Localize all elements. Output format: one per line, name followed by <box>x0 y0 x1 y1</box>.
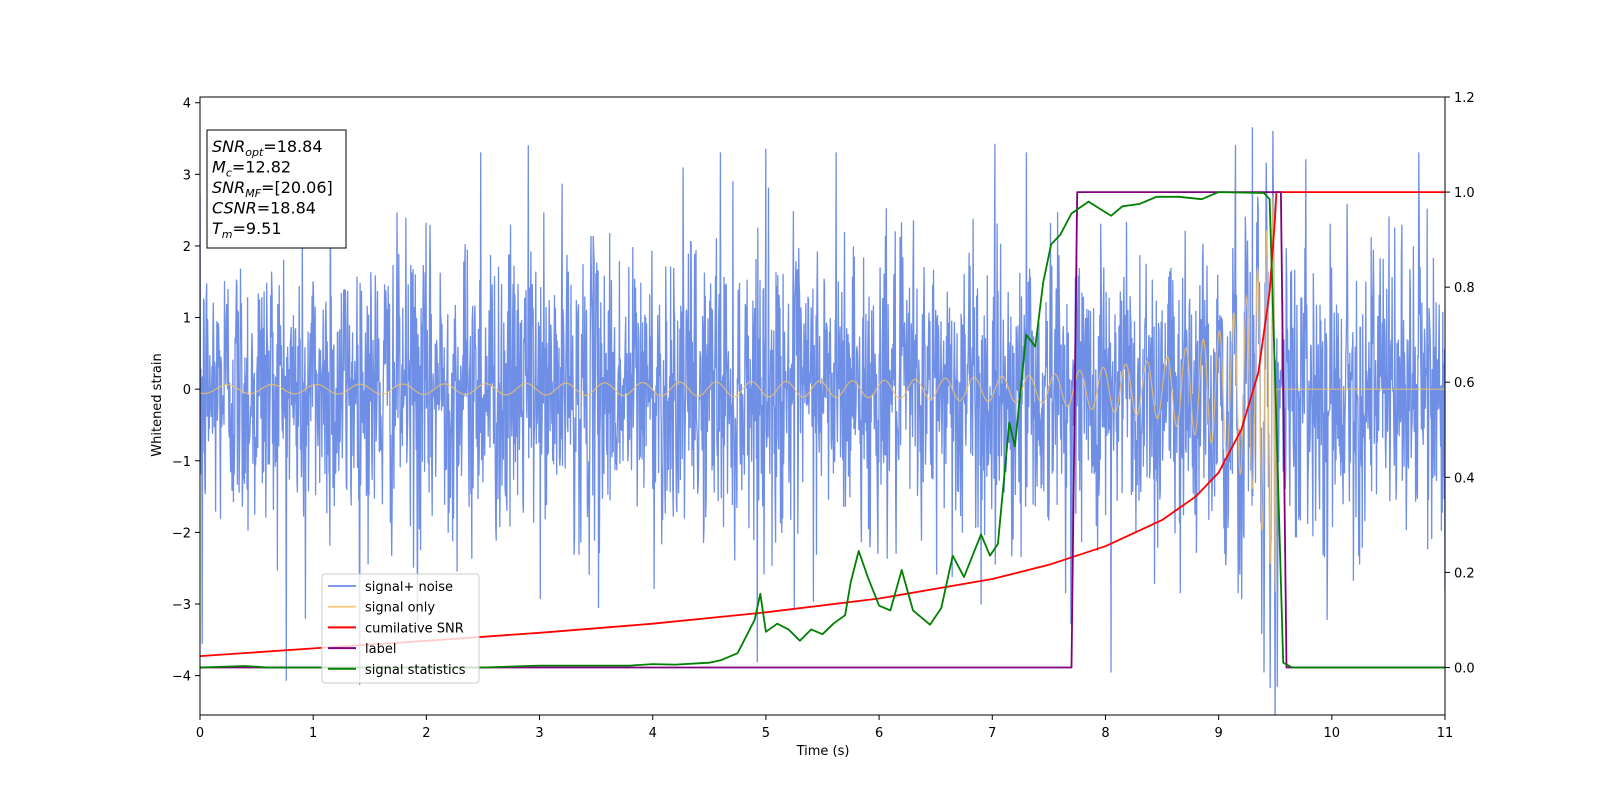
legend-entry: signal+ noise <box>365 580 453 595</box>
y-tick-label: −1 <box>172 455 191 470</box>
y-tick-label: −3 <box>172 598 191 613</box>
info-line: Mc=12.82 <box>212 158 291 180</box>
y2-tick-label: 0.4 <box>1454 471 1475 486</box>
series-cumilative-snr <box>200 191 1445 657</box>
info-line: SNRopt=18.84 <box>212 137 323 159</box>
x-tick-label: 2 <box>422 726 430 741</box>
series-signal-only <box>200 195 1445 593</box>
series-signal-plus-noise <box>200 127 1445 715</box>
x-tick-label: 6 <box>875 726 883 741</box>
legend-frame <box>321 573 480 684</box>
x-tick-label: 3 <box>535 726 543 741</box>
y-tick-label: −4 <box>172 670 191 685</box>
y2-tick-label: 0.0 <box>1454 661 1475 676</box>
axes: 0 1 2 3 4 5 6 7 8 9 10 11 −4 −3 −2 −1 0 1 2 3 4 0.0 0.2 0.4 0.6 0… <box>172 91 1475 741</box>
series-signal-statistics <box>200 191 1445 669</box>
legend-entry: label <box>365 642 396 657</box>
y2-tick-label: 0.8 <box>1454 281 1475 296</box>
y-tick-label: 1 <box>183 312 191 327</box>
x-tick-label: 0 <box>196 726 204 741</box>
legend-entry: cumilative SNR <box>365 621 464 636</box>
x-tick-label: 4 <box>649 726 657 741</box>
legend-entry: signal statistics <box>365 663 466 678</box>
x-tick-label: 7 <box>988 726 996 741</box>
plot-frame <box>199 96 1446 716</box>
info-box-frame <box>206 129 347 249</box>
y-tick-label: −2 <box>172 526 191 541</box>
y2-tick-label: 0.6 <box>1454 376 1475 391</box>
x-tick-label: 11 <box>1437 726 1454 741</box>
y2-tick-label: 1.2 <box>1454 91 1475 106</box>
y-axis-title: Whitened strain <box>150 353 165 456</box>
x-tick-label: 5 <box>762 726 770 741</box>
info-line: CSNR=18.84 <box>212 199 316 218</box>
y-tick-label: 2 <box>183 240 191 255</box>
x-tick-label: 10 <box>1324 726 1341 741</box>
info-box: SNRopt=18.84Mc=12.82SNRMF=[20.06]CSNR=18… <box>206 129 347 249</box>
y2-tick-label: 0.2 <box>1454 566 1475 581</box>
info-line: Tm=9.51 <box>212 219 282 241</box>
x-tick-label: 9 <box>1214 726 1222 741</box>
y-tick-label: 3 <box>183 168 191 183</box>
plot-area <box>200 127 1445 715</box>
y-tick-label: 4 <box>183 97 191 112</box>
legend-entry: signal only <box>365 601 435 616</box>
x-tick-label: 1 <box>309 726 317 741</box>
x-tick-label: 8 <box>1101 726 1109 741</box>
y2-tick-label: 1.0 <box>1454 186 1475 201</box>
legend: signal+ noise signal only cumilative SNR la… <box>321 573 480 684</box>
info-line: SNRMF=[20.06] <box>212 178 333 200</box>
x-axis-title: Time (s) <box>796 744 850 759</box>
y-tick-label: 0 <box>183 383 191 398</box>
